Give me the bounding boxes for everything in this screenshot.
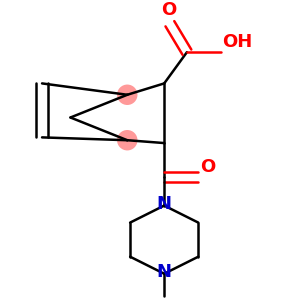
Text: N: N bbox=[157, 263, 172, 281]
Circle shape bbox=[117, 85, 137, 105]
Text: O: O bbox=[161, 2, 176, 20]
Text: N: N bbox=[157, 195, 172, 213]
Circle shape bbox=[117, 130, 137, 150]
Text: OH: OH bbox=[222, 33, 253, 51]
Text: O: O bbox=[200, 158, 215, 176]
